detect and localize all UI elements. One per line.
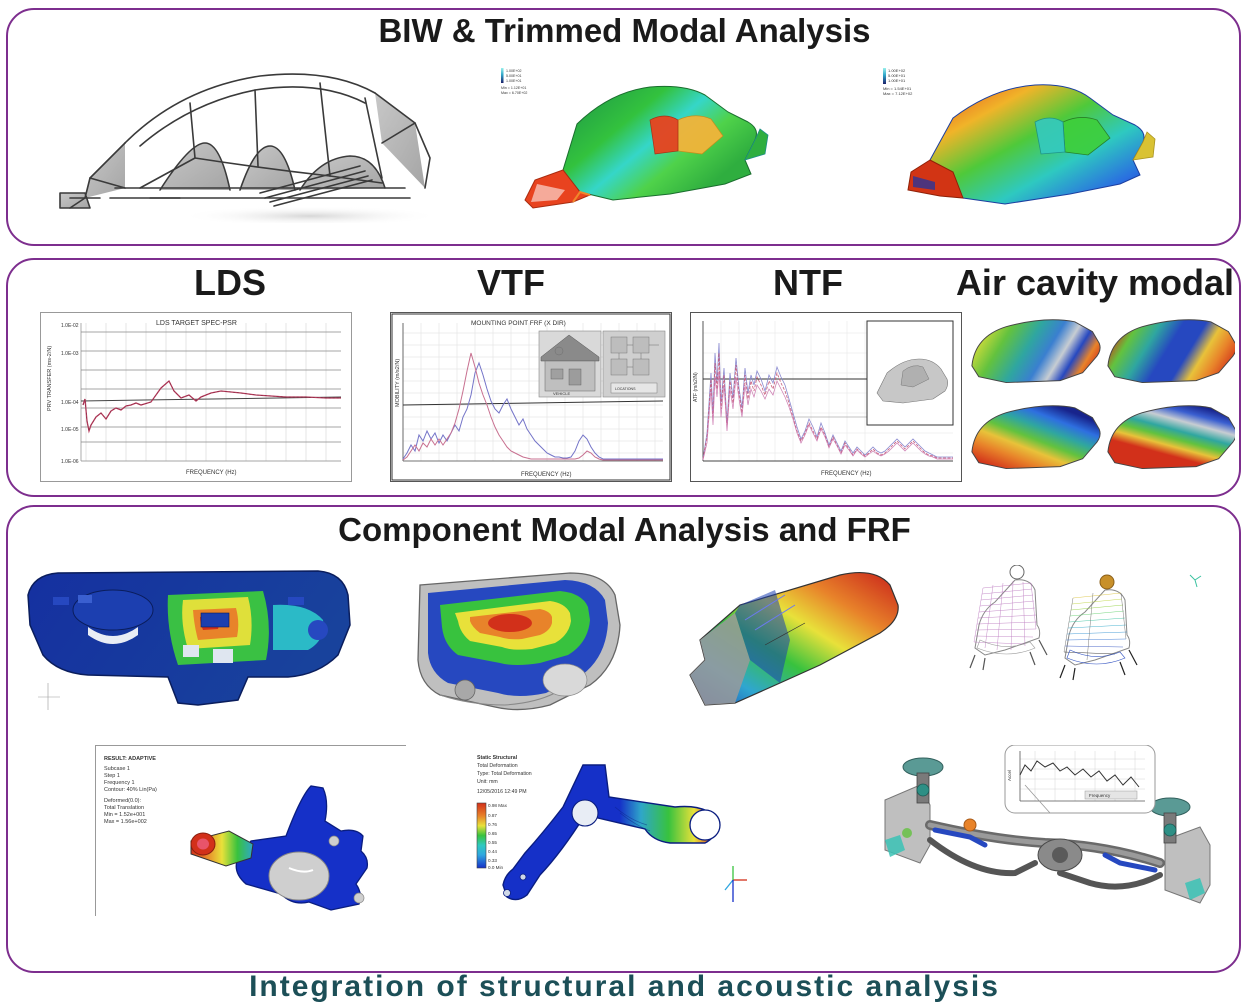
svg-text:12/05/2016 12:49 PM: 12/05/2016 12:49 PM <box>477 789 527 795</box>
svg-text:FREQUENCY (Hz): FREQUENCY (Hz) <box>821 471 872 477</box>
svg-text:1.0E-03: 1.0E-03 <box>61 351 79 357</box>
svg-text:Deformed(0.0):: Deformed(0.0): <box>104 798 141 804</box>
svg-text:Total Translation: Total Translation <box>104 805 144 811</box>
svg-text:Accel: Accel <box>1007 770 1012 781</box>
svg-text:MOBILITY (m/s2/N): MOBILITY (m/s2/N) <box>395 359 401 407</box>
svg-text:5.00E+01: 5.00E+01 <box>506 74 522 78</box>
svg-text:FREQUENCY (Hz): FREQUENCY (Hz) <box>521 472 572 478</box>
svg-text:FREQUENCY (Hz): FREQUENCY (Hz) <box>186 470 237 476</box>
svg-text:Max = 1.56e+002: Max = 1.56e+002 <box>104 819 147 825</box>
svg-text:Max = 7.12E+02: Max = 7.12E+02 <box>883 91 913 96</box>
svg-text:Min = 1.52e+001: Min = 1.52e+001 <box>104 812 145 818</box>
svg-text:MOUNTING POINT FRF (X DIR): MOUNTING POINT FRF (X DIR) <box>471 320 566 327</box>
svg-text:0.0 Min: 0.0 Min <box>488 865 504 870</box>
svg-text:Step 1: Step 1 <box>104 773 120 779</box>
svg-text:0.33: 0.33 <box>488 858 497 863</box>
svg-text:1.0E-04: 1.0E-04 <box>61 400 79 406</box>
svg-text:0.65: 0.65 <box>488 831 497 836</box>
svg-text:Contour: 40% Lin(Pa): Contour: 40% Lin(Pa) <box>104 787 157 793</box>
svg-text:Type: Total Deformation: Type: Total Deformation <box>477 771 532 777</box>
svg-text:Min = 1.12E+01: Min = 1.12E+01 <box>501 86 526 90</box>
svg-text:Unit: mm: Unit: mm <box>477 779 498 785</box>
svg-text:1.0E-02: 1.0E-02 <box>61 323 79 329</box>
svg-text:LOCATIONS: LOCATIONS <box>615 387 636 391</box>
svg-text:1.0E-05: 1.0E-05 <box>61 427 79 433</box>
svg-text:1.00E+01: 1.00E+01 <box>506 79 522 83</box>
svg-text:0.76: 0.76 <box>488 822 497 827</box>
svg-text:Subcase 1: Subcase 1 <box>104 766 130 772</box>
svg-text:1.0E-06: 1.0E-06 <box>61 459 79 465</box>
svg-text:Total Deformation: Total Deformation <box>477 763 518 769</box>
svg-text:1.00E+01: 1.00E+01 <box>888 78 906 83</box>
svg-text:Frequency: Frequency <box>1089 793 1111 798</box>
svg-text:PRV TRANSFER (ms-2/N): PRV TRANSFER (ms-2/N) <box>47 346 53 411</box>
svg-text:ATF (m/s2/N): ATF (m/s2/N) <box>693 372 699 402</box>
svg-text:Frequency 1: Frequency 1 <box>104 780 135 786</box>
svg-text:LDS TARGET SPEC-PSR: LDS TARGET SPEC-PSR <box>156 320 237 327</box>
svg-text:0.44: 0.44 <box>488 849 497 854</box>
svg-text:Max = 6.70E+02: Max = 6.70E+02 <box>501 91 527 95</box>
svg-text:0.87: 0.87 <box>488 813 497 818</box>
svg-text:0.55: 0.55 <box>488 840 497 845</box>
svg-text:0.98 Max: 0.98 Max <box>488 803 508 808</box>
svg-text:1.00E+02: 1.00E+02 <box>506 69 522 73</box>
svg-text:Static Structural: Static Structural <box>477 755 518 761</box>
svg-text:VEHICLE: VEHICLE <box>553 391 570 396</box>
svg-text:RESULT: ADAPTIVE: RESULT: ADAPTIVE <box>104 756 156 762</box>
